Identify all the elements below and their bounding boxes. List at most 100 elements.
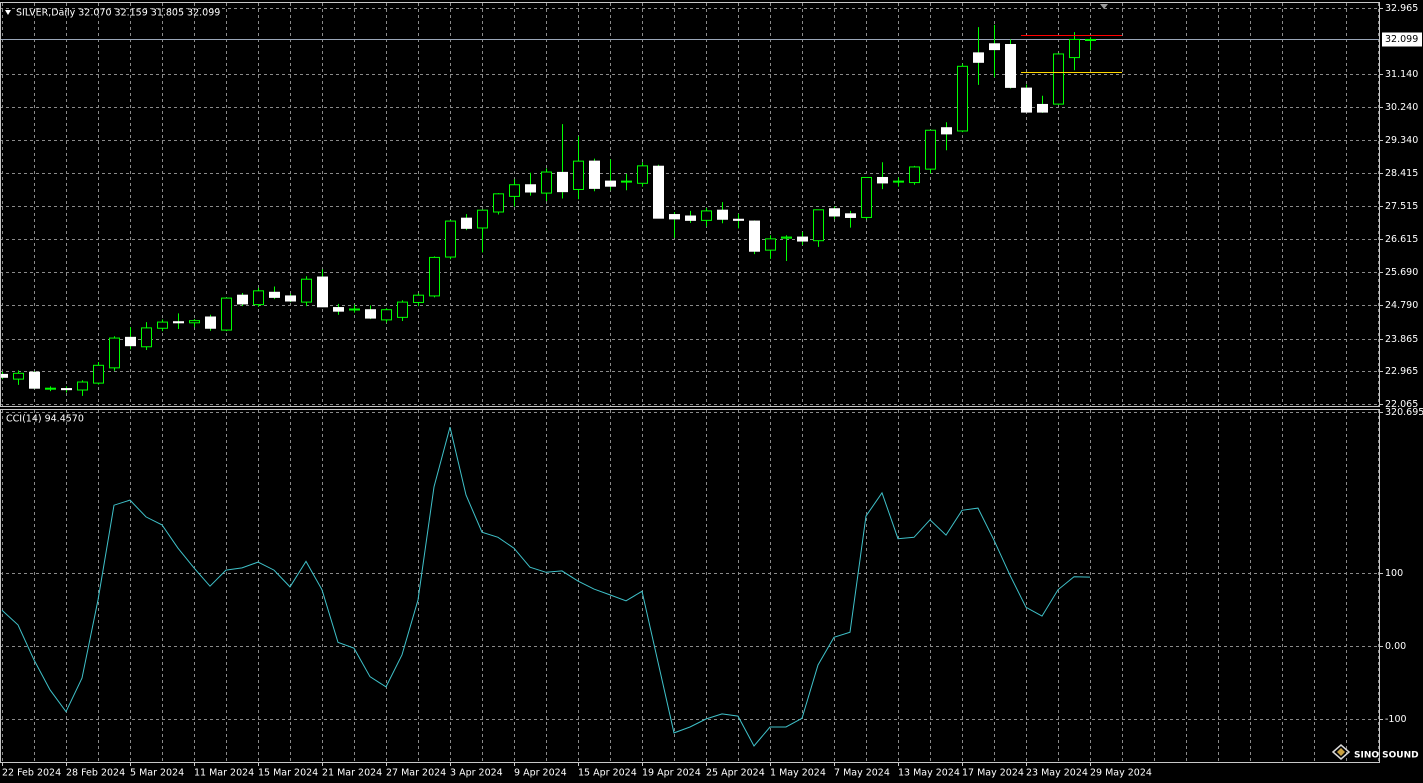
candle-body [525, 184, 536, 193]
x-tick-label: 21 Mar 2024 [322, 768, 382, 779]
candle-body [445, 220, 456, 258]
candle-body [653, 165, 664, 219]
x-tick-label: 19 Apr 2024 [642, 768, 701, 779]
candle-body [141, 327, 152, 348]
candle-body [1037, 103, 1048, 113]
y-tick-label: 100 [1385, 568, 1403, 579]
y-tick-label: 30.240 [1385, 102, 1418, 113]
logo-icon-core [1337, 748, 1345, 756]
candle-body [717, 209, 728, 220]
candle-body [573, 160, 584, 190]
y-tick-label: 32.965 [1385, 3, 1418, 14]
x-tick-label: 17 May 2024 [962, 768, 1024, 779]
candle-body [877, 176, 888, 184]
y-tick-label: 23.865 [1385, 334, 1418, 345]
x-tick-label: 29 May 2024 [1090, 768, 1152, 779]
candle-body [621, 180, 632, 183]
candle-body [925, 129, 936, 170]
cci-line [1, 426, 1091, 747]
candle-body [1053, 53, 1064, 105]
grid [0, 3, 1380, 762]
candle-body [669, 214, 680, 220]
x-tick-label: 15 Apr 2024 [578, 768, 637, 779]
y-tick-label: 26.615 [1385, 234, 1418, 245]
candle-body [301, 278, 312, 303]
x-tick-label: 1 May 2024 [770, 768, 826, 779]
candle-body [973, 52, 984, 63]
y-tick-label: 0.00 [1385, 641, 1406, 652]
candle-body [765, 238, 776, 251]
candle-body [269, 291, 280, 298]
candle-body [957, 65, 968, 132]
candle-body [221, 297, 232, 331]
candle-body [285, 295, 296, 302]
candle-body [29, 371, 40, 389]
candle-body [413, 294, 424, 303]
candle-body [77, 381, 88, 391]
y-tick-label: 22.065 [1385, 399, 1418, 410]
candle-body [605, 180, 616, 187]
candle-body [701, 210, 712, 221]
y-tick-label: 22.965 [1385, 366, 1418, 377]
candle-body [1005, 44, 1016, 88]
candle-body [189, 320, 200, 324]
x-tick-label: 23 May 2024 [1026, 768, 1088, 779]
y-tick-label: 27.515 [1385, 201, 1418, 212]
y-tick-label: 24.790 [1385, 300, 1418, 311]
candle-body [0, 373, 8, 378]
candle-body [237, 294, 248, 305]
candle-body [797, 236, 808, 242]
candle-body [557, 171, 568, 193]
chart-shift-marker[interactable] [1100, 4, 1108, 9]
candle-body [349, 308, 360, 311]
y-tick-label: 28.415 [1385, 168, 1418, 179]
candle-body [381, 309, 392, 321]
candle-body [461, 217, 472, 229]
x-tick-label: 3 Apr 2024 [450, 768, 503, 779]
x-tick-label: 9 Apr 2024 [514, 768, 567, 779]
candle-body [61, 388, 72, 391]
cci-header: CCI(14) 94.4570 [6, 414, 84, 425]
last-price-box [1382, 32, 1422, 47]
candle-body [845, 213, 856, 218]
x-tick-label: 11 Mar 2024 [194, 768, 254, 779]
x-tick-label: 5 Mar 2024 [130, 768, 184, 779]
candle-body [637, 165, 648, 184]
x-tick-label: 28 Feb 2024 [66, 768, 125, 779]
y-tick-label: -100 [1385, 714, 1407, 725]
x-tick-label: 13 May 2024 [898, 768, 960, 779]
candle-body [477, 209, 488, 229]
candle-body [365, 309, 376, 319]
candle-body [829, 208, 840, 217]
candle-body [157, 321, 168, 329]
candle-body [45, 387, 56, 390]
cci-panel-frame [0, 409, 1380, 763]
candle-body [1085, 38, 1096, 42]
candle-body [333, 307, 344, 312]
logo-icon [1331, 744, 1351, 760]
y-tick-label: 29.340 [1385, 135, 1418, 146]
candle-body [173, 321, 184, 324]
x-tick-label: 15 Mar 2024 [258, 768, 318, 779]
candle-body [541, 171, 552, 194]
candle-body [1021, 87, 1032, 113]
watermark-logo: SINO SOUND [1331, 744, 1419, 761]
candle-body [493, 193, 504, 213]
axes: 32.965 31.140 30.240 29.340 28.415 27.515 26.6… [2, 3, 1423, 779]
x-tick-label: 25 Apr 2024 [706, 768, 765, 779]
candle-body [205, 316, 216, 329]
symbol-menu-icon[interactable] [5, 10, 11, 15]
candle-body [861, 176, 872, 218]
x-tick-label: 27 Mar 2024 [386, 768, 446, 779]
candle-body [429, 256, 440, 297]
candle-body [893, 180, 904, 183]
x-tick-label: 22 Feb 2024 [2, 768, 61, 779]
candle-body [685, 215, 696, 221]
watermark-text: SINO SOUND [1354, 751, 1419, 761]
marks [0, 24, 1122, 747]
candle-body [589, 160, 600, 189]
candle-body [941, 127, 952, 135]
candle-body [93, 364, 104, 384]
candle-body [13, 372, 24, 380]
candle-body [909, 166, 920, 184]
